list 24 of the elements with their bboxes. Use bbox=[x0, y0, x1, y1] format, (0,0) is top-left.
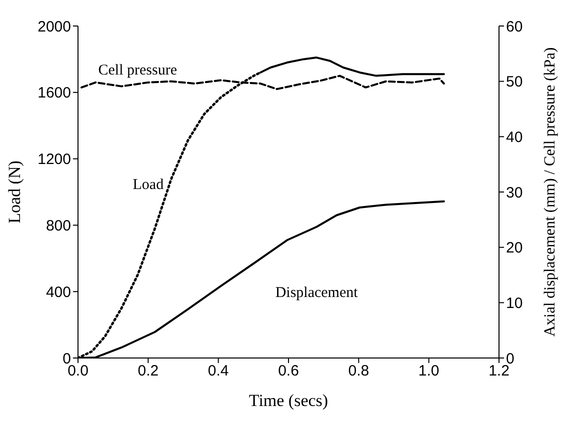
y-tick-label: 400 bbox=[46, 284, 71, 301]
x-tick-label: 1.0 bbox=[418, 362, 440, 380]
y2-tick-label: 50 bbox=[506, 74, 523, 91]
x-tick-label: 0.2 bbox=[138, 362, 159, 380]
y2-tick-label: 10 bbox=[506, 294, 523, 312]
y-tick-label: 800 bbox=[46, 218, 71, 235]
y2-tick-label: 60 bbox=[506, 18, 523, 36]
x-tick-label: 0.8 bbox=[348, 362, 370, 380]
y2-tick-label: 30 bbox=[506, 184, 523, 202]
x-axis-title: Time (secs) bbox=[248, 391, 328, 410]
annotation: Load bbox=[132, 177, 164, 194]
annotation: Displacement bbox=[275, 284, 359, 301]
y2-tick-label: 20 bbox=[506, 240, 523, 257]
x-tick-label: 1.2 bbox=[488, 362, 510, 380]
x-tick-label: 0.4 bbox=[208, 362, 229, 380]
y-tick-label: 1600 bbox=[38, 84, 71, 102]
annotation: Cell pressure bbox=[98, 62, 178, 78]
x-tick-label: 0.6 bbox=[278, 362, 299, 380]
x-tick-label: 0.0 bbox=[68, 362, 88, 380]
y-tick-label: 1200 bbox=[38, 151, 71, 168]
y2-tick-label: 40 bbox=[506, 128, 523, 146]
y2-axis-title: Axial displacement (mm) / Cell pressure (kPa) bbox=[542, 47, 559, 337]
y-axis-title: Load (N) bbox=[5, 160, 24, 224]
y-tick-label: 2000 bbox=[38, 18, 71, 36]
